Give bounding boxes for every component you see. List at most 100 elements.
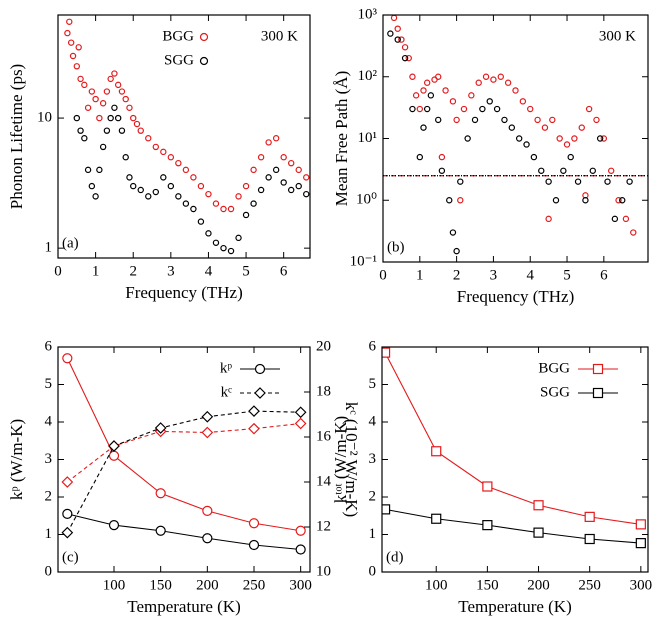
marker (182, 200, 190, 207)
x-tick-label: 3 (167, 263, 175, 279)
marker (205, 190, 212, 198)
marker (108, 520, 120, 531)
y-tick-label: 5 (45, 376, 53, 392)
marker (523, 141, 530, 148)
marker (457, 197, 464, 204)
marker (61, 476, 74, 488)
marker (137, 127, 144, 134)
x-axis-label: Frequency (THz) (125, 283, 243, 302)
marker (549, 116, 556, 124)
marker (197, 218, 205, 225)
marker (62, 353, 73, 364)
marker (235, 193, 242, 200)
marker (126, 174, 133, 181)
y-tick-label: 4 (369, 413, 377, 429)
marker (578, 124, 585, 131)
marker (593, 116, 600, 124)
marker (107, 114, 114, 122)
marker (449, 98, 457, 105)
marker (175, 193, 182, 200)
marker (197, 182, 205, 190)
x-axis-label: Temperature (K) (127, 597, 241, 616)
marker (497, 73, 504, 80)
marker (442, 87, 449, 94)
annotation: 300 K (261, 28, 298, 44)
plot-area (64, 18, 310, 255)
marker (423, 79, 431, 86)
y-axis-label: Phonon Lifetime (ps) (7, 64, 26, 209)
y-tick-label: 10³ (358, 6, 378, 22)
marker (280, 179, 287, 186)
marker (533, 500, 544, 511)
marker (438, 153, 446, 161)
marker (272, 135, 280, 142)
marker (126, 104, 133, 111)
marker (114, 114, 122, 122)
x-tick-label: 4 (526, 267, 534, 283)
marker (295, 182, 302, 190)
x-tick-label: 250 (243, 577, 266, 593)
x-tick-label: 1 (416, 267, 424, 283)
marker (212, 239, 220, 246)
marker (295, 166, 302, 174)
y-tick-label: 10⁻¹ (350, 253, 377, 269)
x-tick-label: 150 (476, 577, 499, 593)
y-axis-label: Mean Free Path (Å) (332, 71, 351, 207)
marker (265, 139, 272, 146)
series-line (67, 513, 301, 551)
marker (205, 230, 212, 237)
marker (533, 527, 544, 538)
y-tick-label: 5 (369, 376, 377, 392)
marker (77, 127, 84, 134)
y2-tick-label: 10 (316, 563, 331, 579)
marker (635, 519, 646, 530)
marker (155, 488, 166, 499)
marker (118, 88, 126, 95)
marker (145, 135, 152, 142)
marker (582, 197, 589, 204)
y2-tick-label: 12 (316, 518, 331, 534)
marker (107, 75, 114, 83)
marker (527, 105, 534, 113)
marker (394, 36, 401, 43)
series-line (66, 410, 301, 533)
y-tick-label: 0 (369, 563, 377, 579)
marker (99, 143, 107, 151)
legend-marker (199, 56, 209, 66)
panel: 0 1 2 3 4 5 6 10⁻¹ 10⁰ 10¹ 10² 10³ Frequency (THz) Me… (332, 6, 649, 306)
x-tick-label: 300 (289, 577, 312, 593)
marker (227, 247, 235, 255)
panel-label: (a) (62, 235, 79, 251)
marker (114, 81, 122, 89)
marker (227, 205, 235, 213)
marker (398, 36, 405, 43)
legend-marker (254, 363, 266, 375)
marker (220, 205, 227, 213)
marker (622, 215, 630, 223)
marker (482, 481, 493, 492)
marker (545, 215, 552, 223)
marker (220, 244, 227, 252)
marker (272, 166, 280, 174)
marker (122, 154, 129, 161)
marker (423, 105, 431, 113)
marker (453, 116, 460, 124)
marker (67, 39, 75, 46)
marker (508, 124, 516, 131)
marker (242, 211, 250, 219)
marker (584, 511, 595, 522)
panel: 100 150 200 250 3000123456101214161820Temper… (7, 338, 361, 615)
marker (152, 188, 159, 196)
marker (574, 178, 582, 185)
marker (201, 410, 214, 423)
marker (541, 124, 549, 131)
marker (130, 182, 137, 190)
marker (567, 153, 574, 161)
marker (248, 405, 260, 417)
marker (412, 92, 420, 99)
marker (435, 116, 442, 124)
marker (92, 95, 99, 103)
marker (257, 186, 265, 194)
marker (182, 166, 190, 174)
